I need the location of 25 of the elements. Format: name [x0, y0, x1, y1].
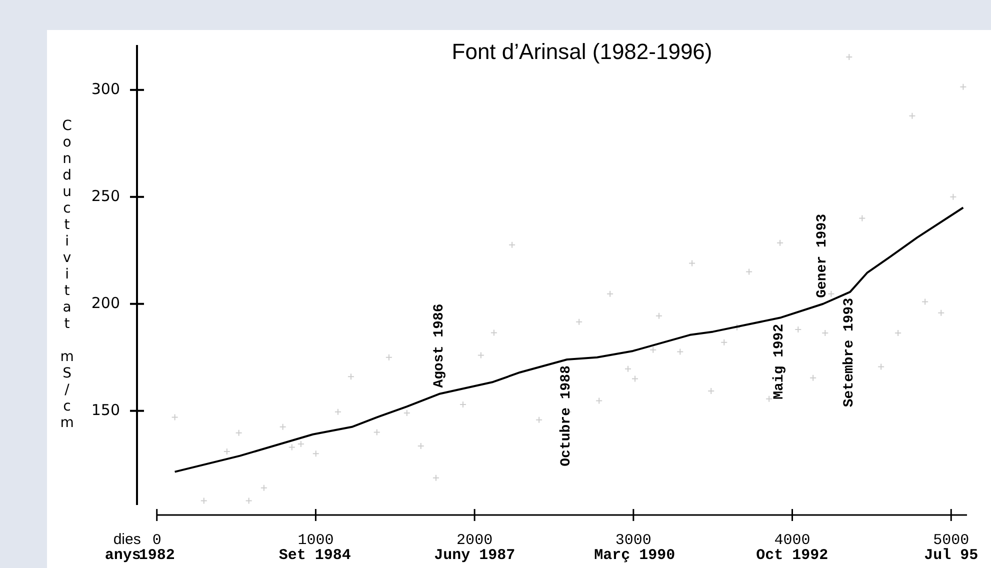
x2-tick-label: Març 1990	[594, 547, 676, 564]
x-tick-label: 5000	[933, 532, 970, 549]
annotation: Setembre 1993	[842, 298, 858, 408]
x-tick-label: 1000	[298, 532, 334, 549]
x2-tick-label: Jul 95	[924, 547, 978, 564]
x-tick-label: 2000	[456, 532, 493, 549]
y-tick-label: 200	[91, 294, 120, 312]
chart-title: Font d’Arinsal (1982-1996)	[452, 39, 712, 64]
x-tick-label: 0	[152, 532, 162, 549]
x-axis-title: dies	[113, 531, 141, 548]
x2-tick-label: Juny 1987	[434, 547, 516, 564]
annotation: Agost 1986	[431, 304, 448, 388]
text: Conductivitat mS/cm	[60, 118, 74, 432]
x2-tick-label: Set 1984	[278, 547, 351, 564]
x2-tick-label: Oct 1992	[756, 547, 828, 564]
y-tick-label: 300	[91, 80, 120, 98]
annotation: Maig 1992	[772, 324, 788, 400]
x-tick-label: 4000	[774, 532, 810, 549]
y-tick-label: 250	[91, 186, 120, 205]
x-tick-label: 3000	[615, 532, 652, 549]
x2-axis-title: anys	[104, 547, 141, 564]
annotation: Gener 1993	[814, 214, 831, 298]
y-tick-label: 150	[91, 400, 120, 419]
x2-tick-label: 1982	[138, 547, 175, 564]
annotation: Octubre 1988	[558, 366, 575, 466]
